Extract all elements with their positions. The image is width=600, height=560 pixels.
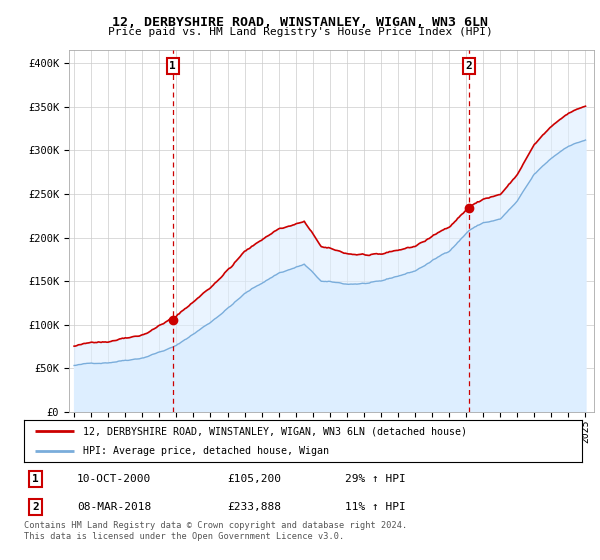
Text: 12, DERBYSHIRE ROAD, WINSTANLEY, WIGAN, WN3 6LN: 12, DERBYSHIRE ROAD, WINSTANLEY, WIGAN, …	[112, 16, 488, 29]
Text: Price paid vs. HM Land Registry's House Price Index (HPI): Price paid vs. HM Land Registry's House …	[107, 27, 493, 37]
Text: 2: 2	[32, 502, 39, 512]
Text: 08-MAR-2018: 08-MAR-2018	[77, 502, 151, 512]
Text: 2: 2	[466, 61, 472, 71]
Text: 12, DERBYSHIRE ROAD, WINSTANLEY, WIGAN, WN3 6LN (detached house): 12, DERBYSHIRE ROAD, WINSTANLEY, WIGAN, …	[83, 426, 467, 436]
Text: 11% ↑ HPI: 11% ↑ HPI	[345, 502, 406, 512]
Text: £105,200: £105,200	[227, 474, 281, 484]
Text: £233,888: £233,888	[227, 502, 281, 512]
Text: 1: 1	[32, 474, 39, 484]
Text: This data is licensed under the Open Government Licence v3.0.: This data is licensed under the Open Gov…	[24, 532, 344, 541]
Text: HPI: Average price, detached house, Wigan: HPI: Average price, detached house, Wiga…	[83, 446, 329, 456]
Text: 10-OCT-2000: 10-OCT-2000	[77, 474, 151, 484]
Text: 1: 1	[169, 61, 176, 71]
Text: 29% ↑ HPI: 29% ↑ HPI	[345, 474, 406, 484]
Text: Contains HM Land Registry data © Crown copyright and database right 2024.: Contains HM Land Registry data © Crown c…	[24, 521, 407, 530]
